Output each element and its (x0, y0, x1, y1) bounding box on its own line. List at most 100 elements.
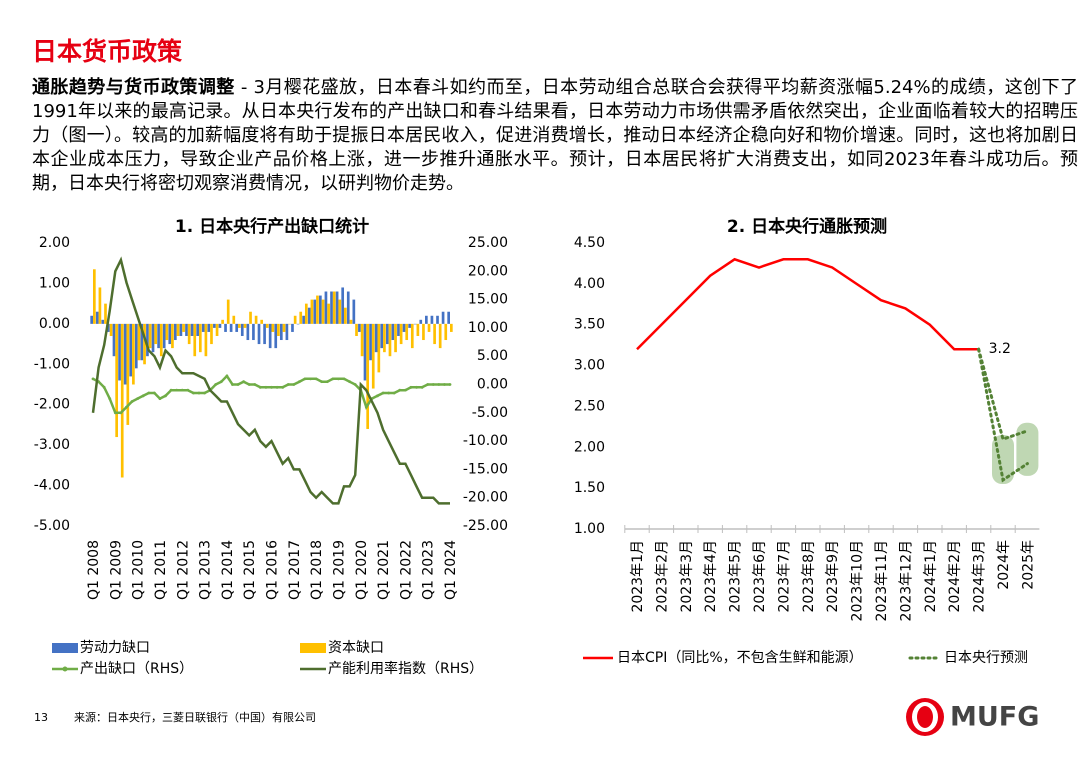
marker (136, 397, 140, 401)
bar (416, 323, 420, 336)
bar (123, 323, 127, 385)
logo: MUFG (906, 698, 1039, 736)
marker (342, 377, 346, 381)
bar (118, 323, 121, 381)
x-tick-label: Q1 2021 (376, 540, 392, 600)
marker (141, 394, 145, 398)
bar (215, 323, 219, 336)
x-tick-label: Q1 2012 (175, 540, 191, 600)
marker (197, 391, 201, 395)
bar (254, 315, 258, 324)
bar (168, 323, 172, 345)
x-tick-label: 2025年 (1020, 540, 1036, 590)
bar (296, 323, 300, 325)
bar (299, 311, 303, 324)
y-tick-label: -3.00 (34, 437, 70, 453)
bar (171, 323, 174, 349)
line (636, 257, 979, 351)
marker (264, 385, 268, 389)
marker (320, 380, 324, 384)
bar (402, 323, 406, 332)
bar (151, 323, 155, 353)
marker (275, 385, 279, 389)
bar (327, 303, 330, 324)
bar (427, 323, 431, 332)
data-label: 3.2 (989, 341, 1011, 357)
marker (169, 388, 173, 392)
bar (352, 299, 356, 324)
bar (246, 323, 250, 341)
bar (319, 295, 322, 324)
bar (98, 287, 102, 324)
bar (330, 291, 333, 324)
marker (108, 397, 112, 401)
x-tick-label: 2023年9月 (825, 540, 841, 613)
bar (120, 323, 124, 478)
marker (180, 388, 184, 392)
bar (377, 323, 381, 373)
y-tick-label: -1.00 (34, 356, 70, 372)
bar (115, 323, 118, 438)
marker (364, 405, 368, 409)
bar (154, 323, 158, 345)
y2-tick-label: -20.00 (463, 490, 508, 506)
bar (285, 323, 289, 341)
bar (279, 323, 283, 341)
bar (235, 323, 239, 332)
bar (101, 319, 105, 324)
x-tick-label: 2023年11月 (874, 540, 890, 621)
marker (102, 385, 106, 389)
marker (286, 383, 290, 386)
bar (394, 323, 397, 353)
marker (247, 383, 251, 386)
x-tick-label: 2023年3月 (679, 540, 695, 613)
y-tick-label: -4.00 (34, 478, 70, 494)
x-tick-label: Q1 2014 (220, 540, 236, 600)
x-tick-label: Q1 2008 (86, 540, 102, 600)
marker (270, 385, 273, 389)
x-tick-label: Q1 2016 (265, 540, 281, 600)
bar (338, 299, 342, 324)
marker (309, 377, 312, 381)
y-tick-label: 0.00 (39, 316, 70, 332)
bar (277, 323, 280, 336)
marker (203, 391, 206, 395)
legend-label: 资本缺口 (328, 640, 384, 656)
bar (221, 319, 224, 324)
bar (274, 323, 278, 349)
marker (387, 391, 391, 395)
x-tick-label: Q1 2023 (421, 540, 437, 600)
chart-title: 2. 日本央行通胀预测 (727, 216, 887, 237)
bar (232, 315, 236, 324)
marker (258, 385, 262, 389)
marker (125, 405, 128, 409)
bar (263, 323, 266, 345)
bar (438, 323, 442, 349)
legend-label: 产出缺口（RHS） (80, 661, 193, 677)
x-tick-label: Q1 2018 (309, 540, 325, 600)
marker (392, 391, 396, 395)
legend-label: 劳动力缺口 (80, 640, 150, 656)
bar (324, 291, 328, 324)
y-tick-label: 4.00 (574, 276, 605, 292)
bar (332, 291, 336, 324)
bar (213, 323, 216, 328)
bar (419, 319, 423, 324)
x-tick-label: Q1 2022 (398, 540, 414, 600)
bar (187, 323, 191, 345)
x-tick-label: Q1 2010 (131, 540, 147, 600)
marker (303, 377, 307, 381)
bar (210, 323, 213, 345)
marker (225, 374, 229, 378)
bar (146, 323, 149, 357)
bar (271, 323, 275, 332)
marker (437, 383, 441, 386)
x-tick-label: 2024年 (996, 540, 1012, 590)
marker (186, 388, 190, 392)
y2-tick-label: -15.00 (463, 461, 508, 477)
bar (388, 323, 392, 357)
marker (415, 385, 418, 389)
bar (349, 319, 353, 324)
x-tick-label: Q1 2017 (287, 540, 303, 600)
